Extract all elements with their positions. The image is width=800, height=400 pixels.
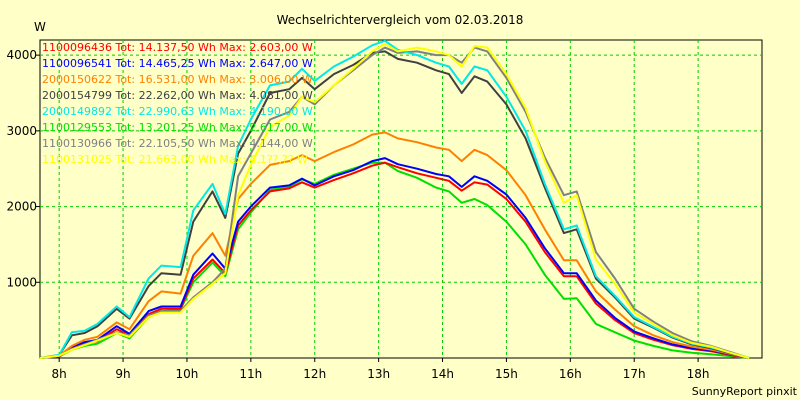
legend-entry-1100130966: 1100130966 Tot: 22.105,50 Wh Max: 4.144,… — [42, 137, 313, 150]
x-tick-label: 18h — [687, 367, 710, 381]
y-tick-label: 3000 — [6, 124, 37, 138]
series-line-1100129553 — [39, 161, 750, 359]
footer-credit: SunnyReport pinxit — [692, 385, 798, 398]
y-tick-label: 2000 — [6, 200, 37, 214]
y-tick-label: 4000 — [6, 48, 37, 62]
legend-entry-2000149892: 2000149892 Tot: 22.990,63 Wh Max: 4.190,… — [42, 105, 313, 118]
series-lines — [39, 39, 750, 359]
x-tick-label: 8h — [52, 367, 67, 381]
series-line-1100130966 — [39, 46, 750, 359]
legend: 1100096436 Tot: 14.137,50 Wh Max: 2.603,… — [42, 41, 313, 166]
x-tick-label: 10h — [176, 367, 199, 381]
legend-entry-2000150622: 2000150622 Tot: 16.531,00 Wh Max: 3.006,… — [42, 73, 313, 86]
series-line-2000149892 — [39, 39, 750, 359]
x-tick-label: 15h — [495, 367, 518, 381]
series-line-2000150622 — [39, 131, 750, 359]
plot-area — [39, 39, 763, 359]
x-tick-label: 14h — [431, 367, 454, 381]
legend-entry-1100131025: 1100131025 Tot: 21.663,00 Wh Max: 4.1??,… — [42, 153, 308, 166]
series-line-1100131025 — [39, 42, 750, 359]
x-tick-label: 17h — [623, 367, 646, 381]
x-tick-label: 16h — [559, 367, 582, 381]
legend-entry-1100129553: 1100129553 Tot: 13.201,25 Wh Max: 2.617,… — [42, 121, 313, 134]
series-line-1100096436 — [39, 161, 750, 359]
x-tick-label: 11h — [239, 367, 262, 381]
x-tick-label: 13h — [367, 367, 390, 381]
x-axis-ticks: 8h 9h 10h 11h 12h 13h 14h 15h 16h 17h 18h — [52, 358, 710, 381]
legend-entry-1100096436: 1100096436 Tot: 14.137,50 Wh Max: 2.603,… — [42, 41, 313, 54]
x-tick-label: 9h — [115, 367, 130, 381]
y-axis-label: W — [34, 20, 46, 34]
series-line-1100096541 — [39, 157, 750, 359]
legend-entry-1100096541: 1100096541 Tot: 14.465,25 Wh Max: 2.647,… — [42, 57, 313, 70]
chart-title: Wechselrichtervergleich vom 02.03.2018 — [277, 13, 524, 27]
x-tick-label: 12h — [303, 367, 326, 381]
y-axis-ticks: 1000 2000 3000 4000 — [6, 48, 40, 289]
legend-entry-2000154799: 2000154799 Tot: 22.262,00 Wh Max: 4.081,… — [42, 89, 313, 102]
y-tick-label: 1000 — [6, 275, 37, 289]
